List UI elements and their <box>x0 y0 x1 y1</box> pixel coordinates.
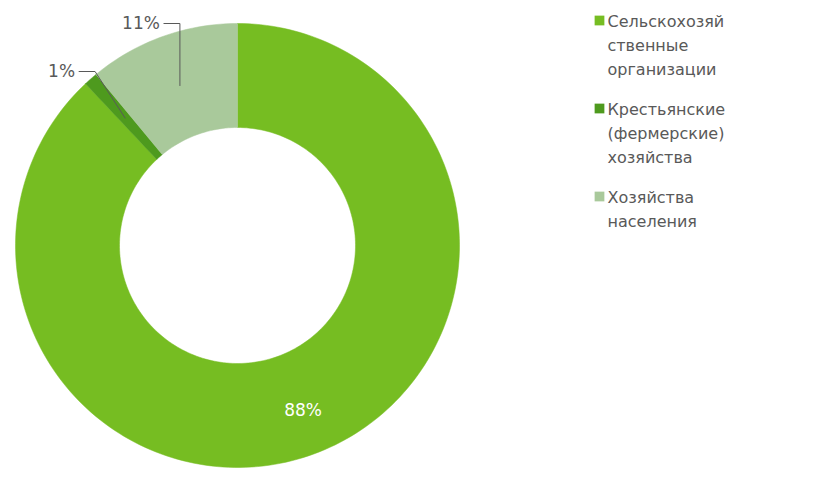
svg-text:88%: 88% <box>284 400 322 420</box>
svg-text:1%: 1% <box>48 61 75 81</box>
svg-text:Хозяйстванаселения: Хозяйстванаселения <box>608 188 697 231</box>
svg-text:Сельскохозяйственныеорганизаци: Сельскохозяйственныеорганизации <box>608 12 725 79</box>
svg-text:11%: 11% <box>122 13 160 33</box>
svg-text:Крестьянские(фермерские)хозяйс: Крестьянские(фермерские)хозяйства <box>608 100 726 167</box>
